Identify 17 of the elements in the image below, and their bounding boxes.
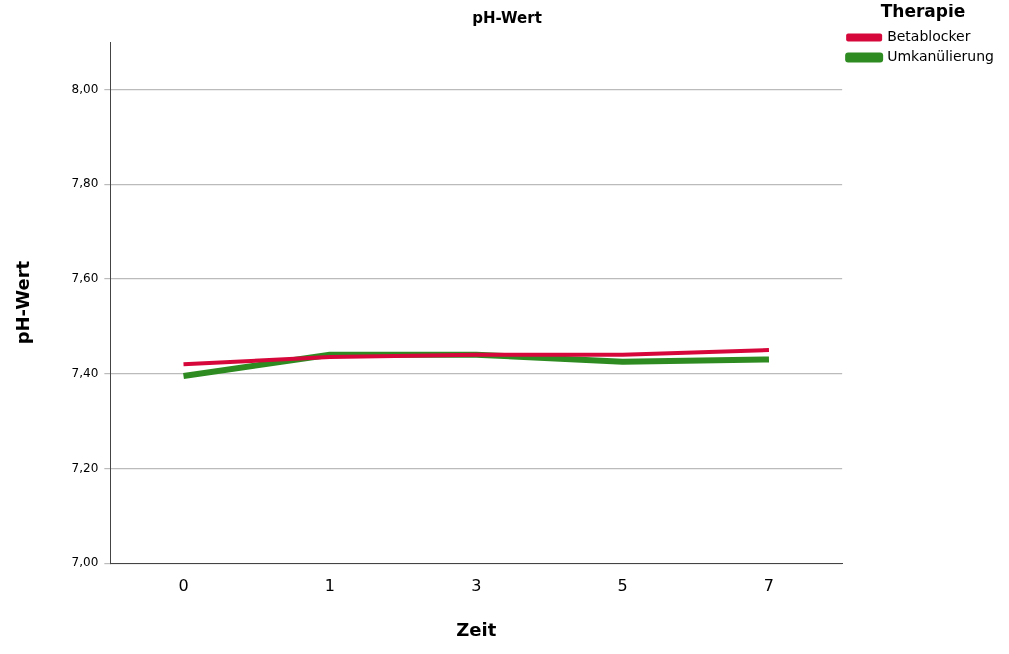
y-tick-label: 7,00 (71, 555, 99, 570)
y-axis-title: pH-Wert (12, 260, 34, 345)
y-tick-label: 7,20 (71, 460, 99, 475)
chart-title: pH-Wert (472, 8, 542, 27)
x-tick-label: 5 (617, 575, 628, 595)
x-tick-label: 0 (178, 575, 189, 595)
legend-label: Umkanülierung (887, 48, 995, 65)
x-tick-label: 1 (324, 575, 335, 595)
legend-title: Therapie (880, 0, 966, 21)
y-tick-label: 7,80 (71, 176, 99, 191)
y-tick-label: 7,40 (71, 365, 99, 380)
x-tick-label: 3 (471, 575, 482, 595)
x-tick-label: 7 (763, 575, 775, 595)
x-axis-title: Zeit (456, 618, 497, 640)
y-tick-label: 7,60 (71, 271, 99, 286)
legend-label: Betablocker (887, 28, 971, 45)
y-tick-label: 8,00 (71, 81, 99, 96)
